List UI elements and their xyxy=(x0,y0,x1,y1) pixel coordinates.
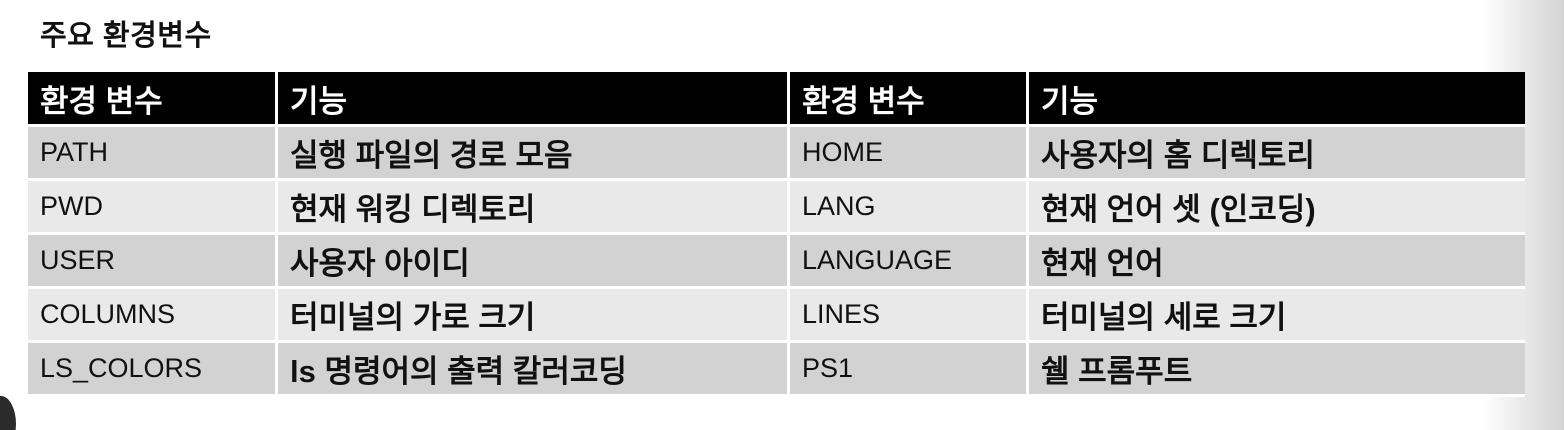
table-header-row: 환경 변수 기능 환경 변수 기능 xyxy=(28,72,1525,127)
table-row: PWD 현재 워킹 디렉토리 LANG 현재 언어 셋 (인코딩) xyxy=(28,181,1525,235)
env-var-name: USER xyxy=(28,235,278,289)
env-var-name: HOME xyxy=(790,127,1029,181)
table-row: LS_COLORS ls 명령어의 출력 칼러코딩 PS1 쉘 프롬푸트 xyxy=(28,343,1525,397)
header-function-right: 기능 xyxy=(1029,72,1525,127)
presenter-silhouette-edge xyxy=(0,396,16,430)
env-var-description: 사용자의 홈 디렉토리 xyxy=(1029,127,1525,181)
slide-title: 주요 환경변수 xyxy=(40,20,212,52)
table-row: COLUMNS 터미널의 가로 크기 LINES 터미널의 세로 크기 xyxy=(28,289,1525,343)
env-var-name: PS1 xyxy=(790,343,1029,397)
env-var-description: ls 명령어의 출력 칼러코딩 xyxy=(278,343,790,397)
env-var-description: 현재 언어 xyxy=(1029,235,1525,289)
env-variables-table: 환경 변수 기능 환경 변수 기능 PATH 실행 파일의 경로 모음 HOME… xyxy=(28,72,1525,397)
env-var-name: PATH xyxy=(28,127,278,181)
env-var-name: LANG xyxy=(790,181,1029,235)
env-var-description: 실행 파일의 경로 모음 xyxy=(278,127,790,181)
header-function-left: 기능 xyxy=(278,72,790,127)
env-var-description: 현재 워킹 디렉토리 xyxy=(278,181,790,235)
header-env-var-left: 환경 변수 xyxy=(28,72,278,127)
env-var-name: LS_COLORS xyxy=(28,343,278,397)
env-var-name: LINES xyxy=(790,289,1029,343)
env-var-description: 사용자 아이디 xyxy=(278,235,790,289)
env-var-description: 쉘 프롬푸트 xyxy=(1029,343,1525,397)
header-env-var-right: 환경 변수 xyxy=(790,72,1029,127)
env-var-description: 터미널의 세로 크기 xyxy=(1029,289,1525,343)
env-var-name: LANGUAGE xyxy=(790,235,1029,289)
table-row: USER 사용자 아이디 LANGUAGE 현재 언어 xyxy=(28,235,1525,289)
env-var-name: COLUMNS xyxy=(28,289,278,343)
table-row: PATH 실행 파일의 경로 모음 HOME 사용자의 홈 디렉토리 xyxy=(28,127,1525,181)
env-var-description: 현재 언어 셋 (인코딩) xyxy=(1029,181,1525,235)
env-var-description: 터미널의 가로 크기 xyxy=(278,289,790,343)
env-var-name: PWD xyxy=(28,181,278,235)
